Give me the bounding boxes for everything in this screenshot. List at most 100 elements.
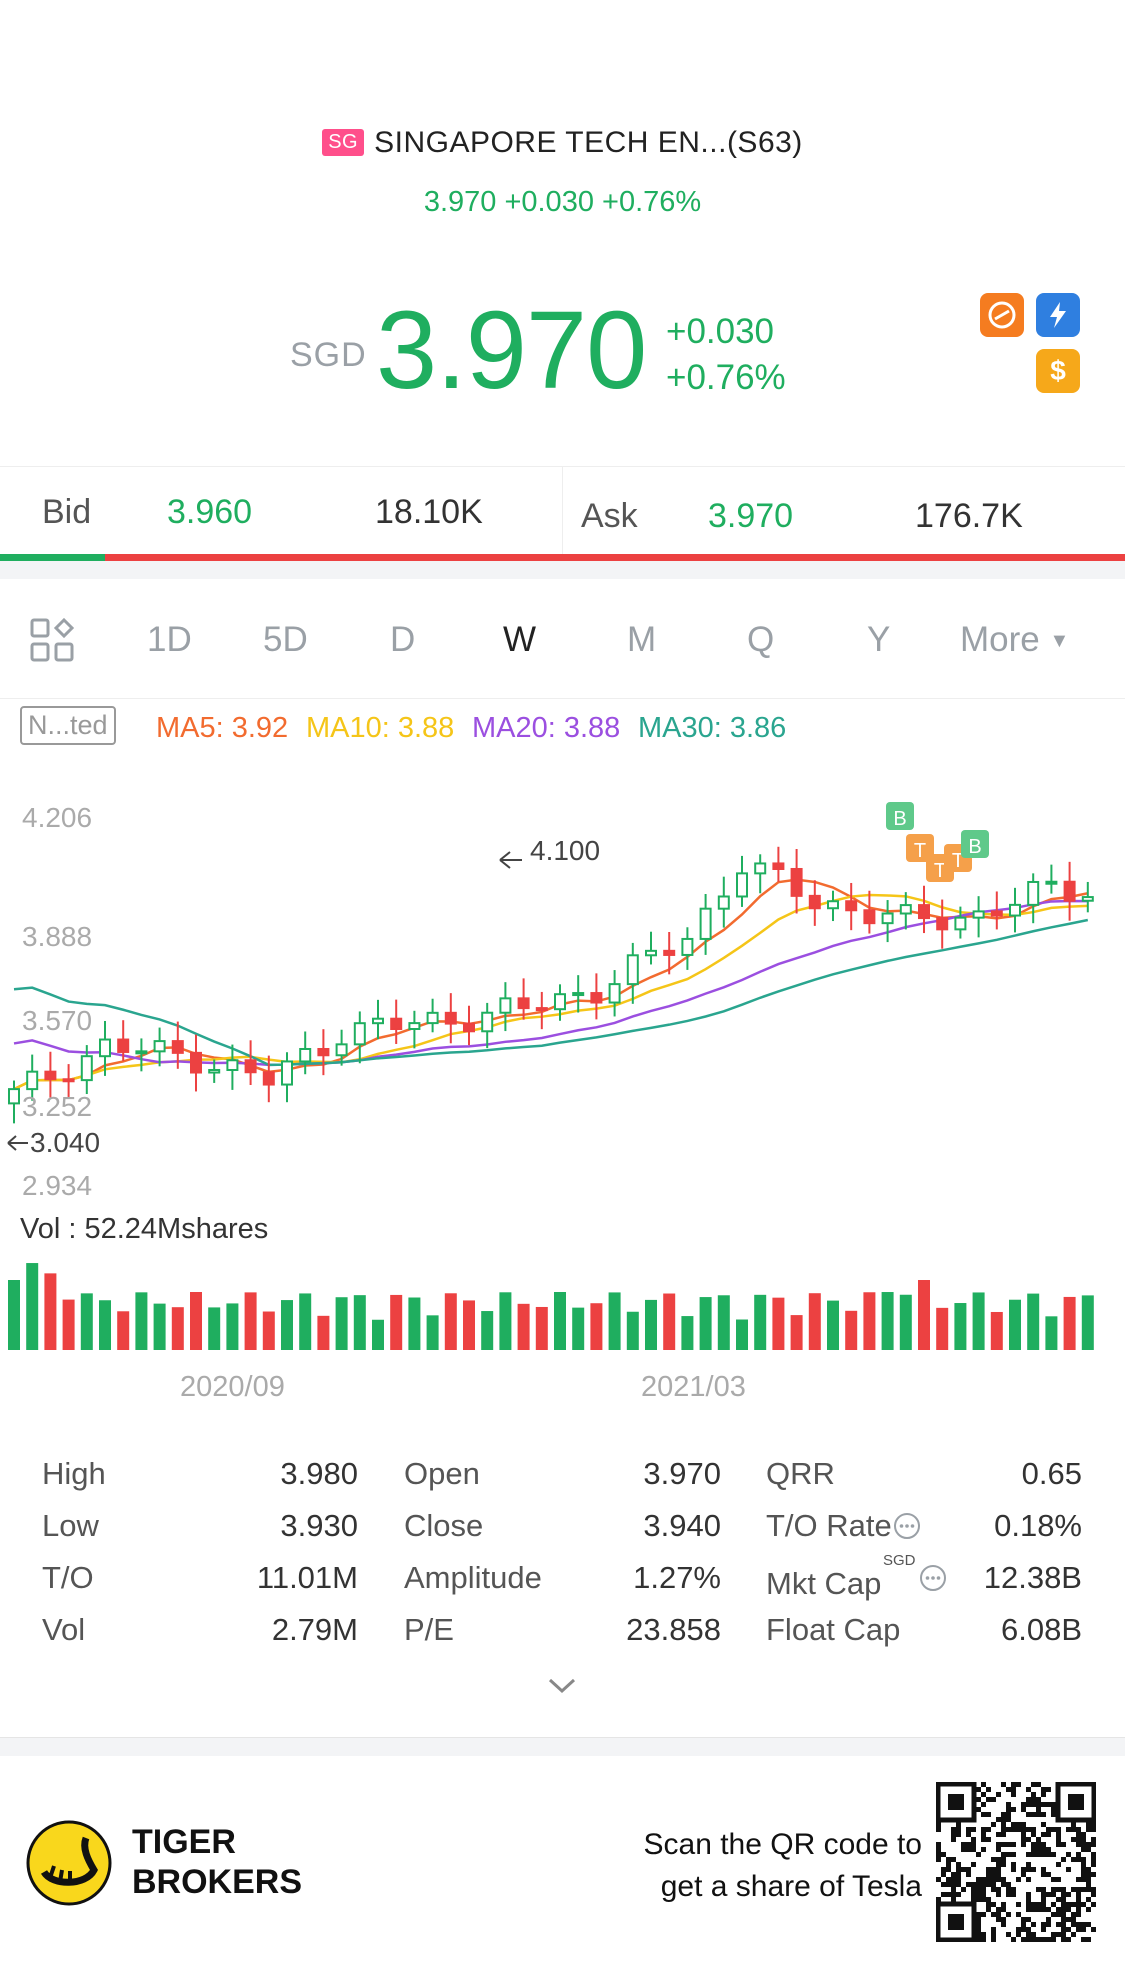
candle-body: [190, 1051, 202, 1074]
tab-1d[interactable]: 1D: [147, 620, 192, 659]
qr-module: [1066, 1892, 1071, 1897]
tab-y[interactable]: Y: [867, 620, 891, 659]
candle-body: [772, 862, 785, 870]
qr-module: [1081, 1922, 1086, 1927]
tab-d[interactable]: D: [390, 620, 416, 659]
candle-body: [463, 1022, 475, 1033]
qr-module: [1061, 1902, 1066, 1907]
candle-body: [244, 1059, 257, 1074]
qr-module: [1066, 1902, 1071, 1907]
qr-module: [1001, 1852, 1006, 1857]
qr-module: [1041, 1897, 1046, 1902]
qr-module: [1011, 1842, 1016, 1847]
qr-module: [1066, 1852, 1071, 1857]
candle-body: [572, 992, 585, 997]
tab-5d[interactable]: 5D: [263, 620, 308, 659]
qr-module: [951, 1892, 956, 1897]
candle-body: [444, 1011, 457, 1025]
brand-line-2: BROKERS: [132, 1863, 303, 1901]
volume-bar: [226, 1303, 239, 1350]
candle-body: [408, 1022, 421, 1031]
qr-module: [991, 1887, 996, 1892]
qr-module: [1051, 1877, 1056, 1882]
qr-module: [1031, 1907, 1036, 1912]
qr-module: [991, 1877, 996, 1882]
qr-module: [986, 1867, 991, 1872]
qr-module: [1026, 1837, 1031, 1842]
tab-more[interactable]: More ▼: [960, 620, 1069, 660]
adjust-button[interactable]: N...ted: [20, 706, 116, 745]
share-icon[interactable]: [980, 293, 1024, 337]
tab-w[interactable]: W: [503, 620, 537, 659]
info-icon[interactable]: [892, 1511, 922, 1546]
qr-module: [986, 1907, 991, 1912]
volume-bar: [717, 1295, 730, 1350]
currency-superscript: SGD: [883, 1552, 916, 1569]
qr-module: [1091, 1842, 1096, 1847]
y-tick-label: 3.252: [22, 1091, 92, 1122]
qr-module: [1061, 1912, 1066, 1917]
low-marker-arrow: [7, 1135, 28, 1151]
expand-chevron-icon[interactable]: [546, 1676, 578, 1701]
candle-body: [754, 862, 767, 875]
ma20-value: MA20: 3.88: [472, 712, 621, 744]
info-icon[interactable]: [918, 1563, 948, 1598]
qr-module: [1021, 1842, 1026, 1847]
promo-line-2: get a share of Tesla: [660, 1870, 922, 1903]
qr-module: [971, 1897, 976, 1902]
candle-body: [936, 917, 949, 931]
price-chart[interactable]: BTT TB 4.206 3.888 3.570 3.252 2.934 4.10…: [0, 760, 1125, 1390]
header-quote: 3.970 +0.030 +0.76%: [423, 186, 702, 218]
qr-module: [1046, 1872, 1051, 1877]
qr-module: [1076, 1852, 1081, 1857]
qr-module: [1006, 1852, 1011, 1857]
volume-bar: [335, 1297, 348, 1350]
qr-module: [956, 1822, 961, 1827]
qr-module: [981, 1802, 986, 1807]
tab-q[interactable]: Q: [747, 620, 775, 659]
qr-module: [1046, 1787, 1051, 1792]
ask-ratio-bar: [104, 554, 1125, 561]
qr-module: [1011, 1862, 1016, 1867]
volume-bar: [244, 1292, 257, 1350]
qr-module: [1026, 1892, 1031, 1897]
candle-body: [499, 997, 512, 1014]
candle-body: [62, 1078, 75, 1083]
qr-module: [996, 1817, 1001, 1822]
qr-module: [1061, 1907, 1066, 1912]
qr-module: [1046, 1937, 1051, 1942]
candle-body: [99, 1038, 111, 1058]
ma5-value: MA5: 3.92: [156, 712, 289, 744]
qr-module: [1041, 1892, 1046, 1897]
trade-marker: [961, 830, 989, 858]
volume-bar: [262, 1311, 275, 1350]
stat-label: Vol: [42, 1612, 86, 1647]
chart-layout-icon[interactable]: [30, 617, 75, 667]
qr-module: [1081, 1837, 1086, 1842]
candle-body: [208, 1068, 221, 1074]
qr-module: [1016, 1932, 1021, 1937]
qr-module: [936, 1822, 941, 1827]
trade-marker-label: B: [968, 836, 981, 858]
tab-m[interactable]: M: [627, 620, 657, 659]
volume-bar: [990, 1311, 1003, 1350]
qr-module: [996, 1842, 1001, 1847]
brand-line-1: TIGER: [132, 1823, 236, 1861]
qr-module: [1086, 1847, 1091, 1852]
qr-module: [976, 1787, 981, 1792]
qr-module: [1041, 1812, 1046, 1817]
stat-value: 2.79M: [271, 1612, 358, 1647]
qr-module: [986, 1902, 991, 1907]
qr-module: [1091, 1872, 1096, 1877]
qr-module: [1071, 1837, 1076, 1842]
dollar-icon[interactable]: $: [1036, 349, 1080, 393]
volume-bar: [135, 1292, 148, 1350]
flash-icon[interactable]: [1036, 293, 1080, 337]
qr-finder: [936, 1782, 977, 1823]
qr-module: [1091, 1862, 1096, 1867]
ask-label: Ask: [581, 497, 638, 535]
candle-body: [171, 1040, 184, 1054]
qr-module: [1021, 1837, 1026, 1842]
stat-value: 23.858: [626, 1612, 721, 1647]
qr-module: [1001, 1907, 1006, 1912]
